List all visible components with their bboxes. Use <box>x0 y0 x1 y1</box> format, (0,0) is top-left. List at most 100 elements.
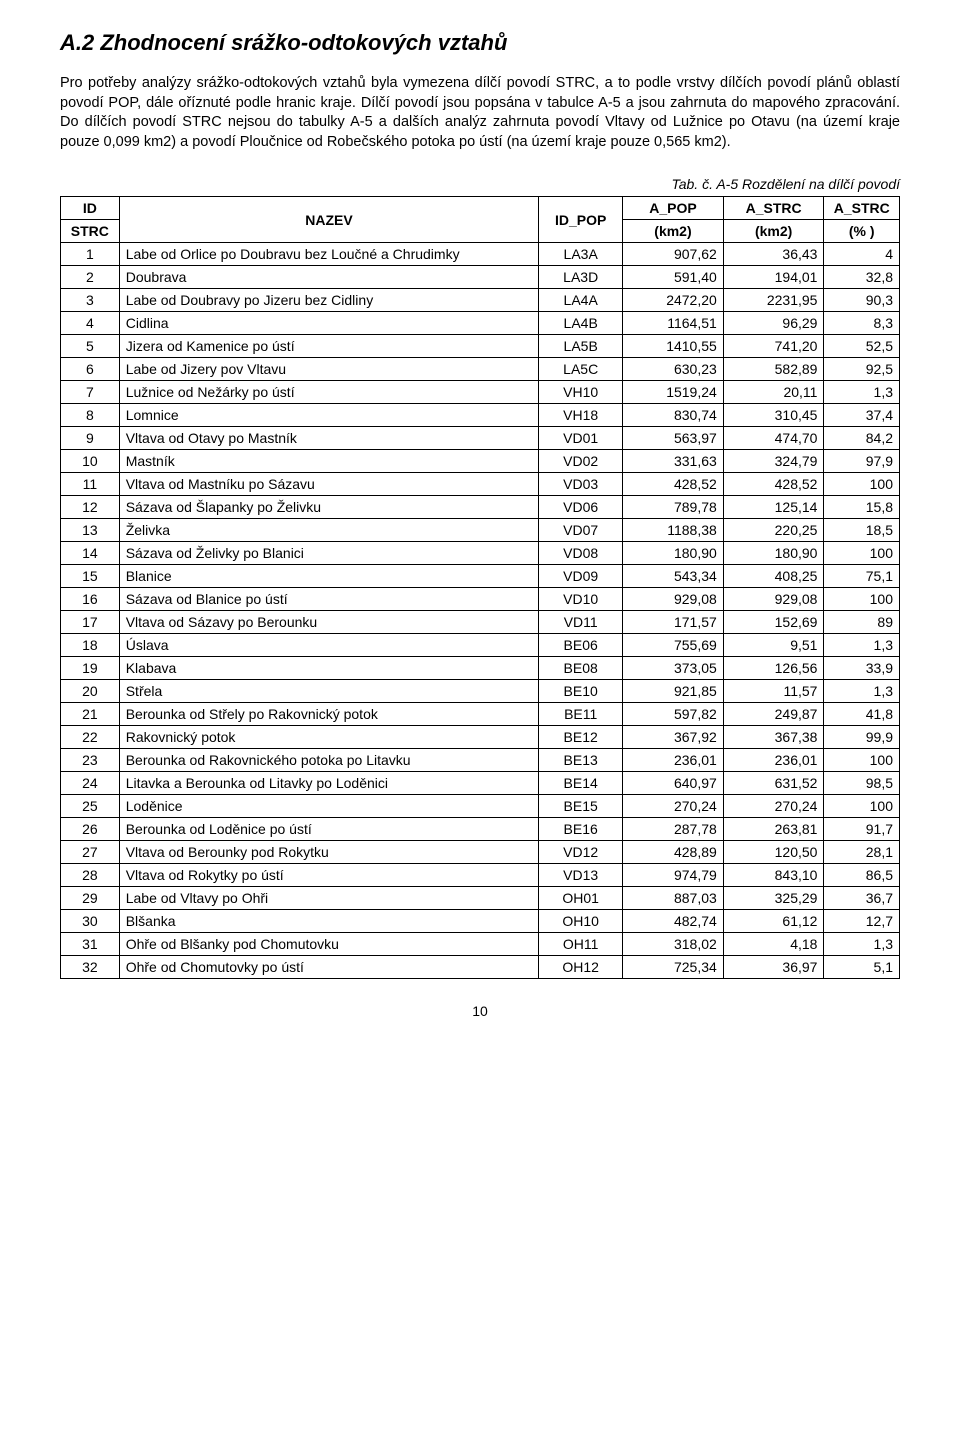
table-row: 23Berounka od Rakovnického potoka po Lit… <box>61 749 900 772</box>
intro-paragraph: Pro potřeby analýzy srážko-odtokových vz… <box>60 74 900 152</box>
table-row: 13ŽelivkaVD071188,38220,2518,5 <box>61 519 900 542</box>
cell-apop: 974,79 <box>623 864 724 887</box>
cell-id: 15 <box>61 565 120 588</box>
cell-pct: 5,1 <box>824 956 900 979</box>
cell-pct: 100 <box>824 795 900 818</box>
cell-strc: 125,14 <box>723 496 824 519</box>
cell-id: 21 <box>61 703 120 726</box>
cell-id: 25 <box>61 795 120 818</box>
cell-pop: BE15 <box>539 795 623 818</box>
cell-name: Doubrava <box>119 266 539 289</box>
table-row: 22Rakovnický potokBE12367,92367,3899,9 <box>61 726 900 749</box>
th-strc-bot: (km2) <box>723 220 824 243</box>
table-row: 8LomniceVH18830,74310,4537,4 <box>61 404 900 427</box>
cell-pct: 89 <box>824 611 900 634</box>
cell-apop: 180,90 <box>623 542 724 565</box>
cell-pct: 75,1 <box>824 565 900 588</box>
cell-apop: 373,05 <box>623 657 724 680</box>
cell-pop: LA3D <box>539 266 623 289</box>
cell-apop: 543,34 <box>623 565 724 588</box>
cell-pop: VD09 <box>539 565 623 588</box>
cell-name: Vltava od Berounky pod Rokytku <box>119 841 539 864</box>
cell-pop: VD13 <box>539 864 623 887</box>
cell-id: 8 <box>61 404 120 427</box>
cell-id: 6 <box>61 358 120 381</box>
cell-strc: 236,01 <box>723 749 824 772</box>
cell-id: 20 <box>61 680 120 703</box>
cell-pop: VD10 <box>539 588 623 611</box>
cell-apop: 563,97 <box>623 427 724 450</box>
cell-pop: VD07 <box>539 519 623 542</box>
cell-pop: BE14 <box>539 772 623 795</box>
cell-strc: 582,89 <box>723 358 824 381</box>
cell-pop: BE08 <box>539 657 623 680</box>
table-row: 18ÚslavaBE06755,699,511,3 <box>61 634 900 657</box>
cell-strc: 741,20 <box>723 335 824 358</box>
th-id-top: ID <box>61 197 120 220</box>
cell-pop: OH12 <box>539 956 623 979</box>
page-number: 10 <box>60 1003 900 1019</box>
cell-pct: 33,9 <box>824 657 900 680</box>
table-row: 6Labe od Jizery pov VltavuLA5C630,23582,… <box>61 358 900 381</box>
table-row: 14Sázava od Želivky po BlaniciVD08180,90… <box>61 542 900 565</box>
cell-name: Labe od Jizery pov Vltavu <box>119 358 539 381</box>
cell-name: Lomnice <box>119 404 539 427</box>
cell-strc: 36,97 <box>723 956 824 979</box>
cell-apop: 428,89 <box>623 841 724 864</box>
cell-strc: 220,25 <box>723 519 824 542</box>
cell-name: Sázava od Šlapanky po Želivku <box>119 496 539 519</box>
cell-pct: 28,1 <box>824 841 900 864</box>
cell-id: 19 <box>61 657 120 680</box>
table-row: 2DoubravaLA3D591,40194,0132,8 <box>61 266 900 289</box>
cell-pct: 97,9 <box>824 450 900 473</box>
cell-strc: 310,45 <box>723 404 824 427</box>
cell-strc: 408,25 <box>723 565 824 588</box>
cell-id: 13 <box>61 519 120 542</box>
cell-name: Vltava od Rokytky po ústí <box>119 864 539 887</box>
table-row: 12Sázava od Šlapanky po ŽelivkuVD06789,7… <box>61 496 900 519</box>
cell-pct: 100 <box>824 588 900 611</box>
cell-pop: VD03 <box>539 473 623 496</box>
cell-pct: 36,7 <box>824 887 900 910</box>
cell-name: Lužnice od Nežárky po ústí <box>119 381 539 404</box>
table-row: 5Jizera od Kamenice po ústíLA5B1410,5574… <box>61 335 900 358</box>
table-row: 31Ohře od Blšanky pod ChomutovkuOH11318,… <box>61 933 900 956</box>
cell-apop: 907,62 <box>623 243 724 266</box>
cell-strc: 2231,95 <box>723 289 824 312</box>
cell-name: Labe od Orlice po Doubravu bez Loučné a … <box>119 243 539 266</box>
cell-id: 22 <box>61 726 120 749</box>
cell-name: Labe od Vltavy po Ohři <box>119 887 539 910</box>
cell-id: 12 <box>61 496 120 519</box>
cell-name: Berounka od Rakovnického potoka po Litav… <box>119 749 539 772</box>
cell-id: 1 <box>61 243 120 266</box>
table-row: 24Litavka a Berounka od Litavky po Loděn… <box>61 772 900 795</box>
cell-apop: 331,63 <box>623 450 724 473</box>
cell-id: 29 <box>61 887 120 910</box>
cell-name: Rakovnický potok <box>119 726 539 749</box>
cell-id: 26 <box>61 818 120 841</box>
cell-apop: 482,74 <box>623 910 724 933</box>
cell-apop: 270,24 <box>623 795 724 818</box>
cell-pop: OH01 <box>539 887 623 910</box>
data-table: ID NAZEV ID_POP A_POP A_STRC A_STRC STRC… <box>60 196 900 979</box>
cell-pop: VD11 <box>539 611 623 634</box>
cell-apop: 1188,38 <box>623 519 724 542</box>
cell-strc: 61,12 <box>723 910 824 933</box>
cell-name: Sázava od Blanice po ústí <box>119 588 539 611</box>
cell-id: 16 <box>61 588 120 611</box>
cell-pct: 1,3 <box>824 680 900 703</box>
cell-id: 24 <box>61 772 120 795</box>
cell-strc: 20,11 <box>723 381 824 404</box>
table-row: 29Labe od Vltavy po OhřiOH01887,03325,29… <box>61 887 900 910</box>
cell-apop: 367,92 <box>623 726 724 749</box>
cell-id: 28 <box>61 864 120 887</box>
table-row: 10MastníkVD02331,63324,7997,9 <box>61 450 900 473</box>
table-row: 25LoděniceBE15270,24270,24100 <box>61 795 900 818</box>
cell-apop: 640,97 <box>623 772 724 795</box>
cell-id: 23 <box>61 749 120 772</box>
table-row: 19KlabavaBE08373,05126,5633,9 <box>61 657 900 680</box>
cell-name: Ohře od Blšanky pod Chomutovku <box>119 933 539 956</box>
table-row: 4CidlinaLA4B1164,5196,298,3 <box>61 312 900 335</box>
cell-pop: BE16 <box>539 818 623 841</box>
table-row: 26Berounka od Loděnice po ústíBE16287,78… <box>61 818 900 841</box>
